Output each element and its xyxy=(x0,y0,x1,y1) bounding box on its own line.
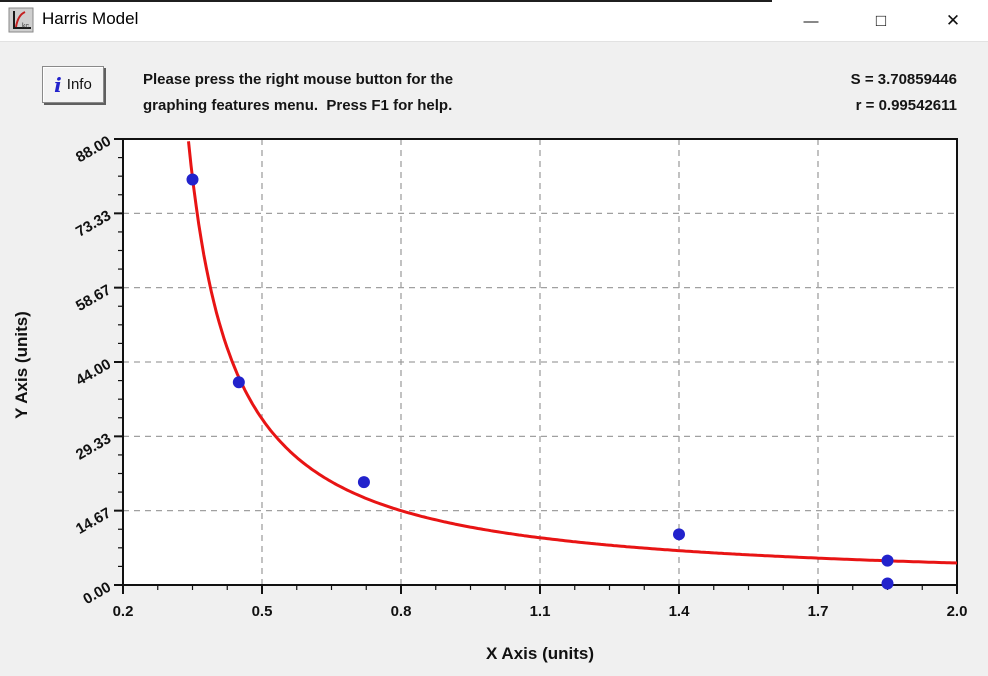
x-tick-label: 2.0 xyxy=(947,603,968,620)
instructions-line2: graphing features menu. Press F1 for hel… xyxy=(143,97,453,114)
fit-curve xyxy=(187,141,957,565)
maximize-icon: □ xyxy=(875,11,887,30)
data-point xyxy=(673,528,685,541)
x-axis-title: X Axis (units) xyxy=(486,644,594,663)
fit-statistics: S = 3.70859446 r = 0.99542611 xyxy=(851,67,957,119)
data-point xyxy=(357,476,370,489)
x-tick-label: 0.5 xyxy=(252,603,273,620)
chart-icon: kc xyxy=(8,7,34,33)
x-tick-label: 1.4 xyxy=(669,603,691,620)
info-button[interactable]: i Info xyxy=(42,66,104,103)
x-tick-label: 1.1 xyxy=(530,603,551,620)
window-title: Harris Model xyxy=(42,9,139,28)
maximize-button[interactable]: □ xyxy=(862,5,900,37)
plot-border xyxy=(122,138,958,586)
title-bar: kc Harris Model — □ ✕ xyxy=(0,0,988,42)
minimize-button[interactable]: — xyxy=(792,5,830,37)
stat-s-value: S = 3.70859446 xyxy=(850,71,957,88)
info-button-label: Info xyxy=(66,76,92,93)
info-icon: i xyxy=(54,72,62,97)
instructions-text: Please press the right mouse button for … xyxy=(143,67,453,119)
data-point xyxy=(232,376,245,389)
y-tick-label: 88.00 xyxy=(73,133,114,166)
x-tick-label: 0.2 xyxy=(113,603,134,620)
x-tick-label: 1.7 xyxy=(808,603,829,620)
svg-text:kc: kc xyxy=(22,23,30,30)
data-point xyxy=(186,173,199,186)
y-tick-label: 0.00 xyxy=(80,579,114,608)
y-tick-label: 29.33 xyxy=(73,430,114,463)
window-content: i Info Please press the right mouse butt… xyxy=(0,42,988,676)
minimize-icon: — xyxy=(803,12,819,30)
data-point xyxy=(881,577,894,590)
instructions-line1: Please press the right mouse button for … xyxy=(143,71,454,88)
y-tick-label: 14.67 xyxy=(73,504,114,537)
app-icon: kc xyxy=(8,7,34,33)
close-icon: ✕ xyxy=(945,11,961,30)
y-tick-label: 44.00 xyxy=(73,356,114,389)
y-tick-label: 58.67 xyxy=(73,281,114,314)
y-axis-title: Y Axis (units) xyxy=(12,311,31,419)
y-tick-label: 73.33 xyxy=(73,207,114,240)
close-button[interactable]: ✕ xyxy=(934,5,972,37)
x-tick-label: 0.8 xyxy=(391,603,412,620)
data-point xyxy=(881,554,894,567)
window-top-border xyxy=(0,0,772,2)
chart-plot[interactable]: X Axis (units) Y Axis (units) 0.2 0.5 0.8 1… xyxy=(0,125,988,676)
stat-r-value: r = 0.99542611 xyxy=(855,97,957,114)
